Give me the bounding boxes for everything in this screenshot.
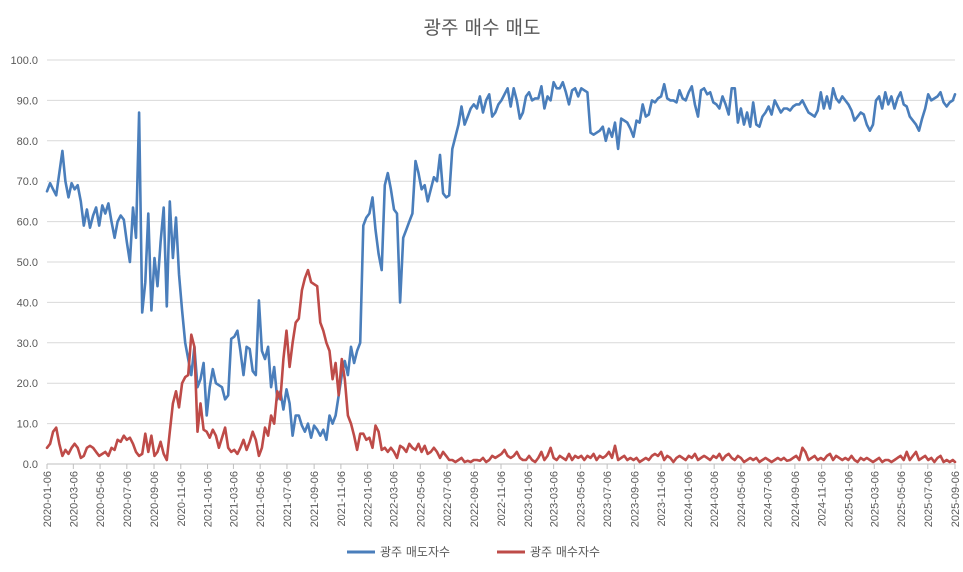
x-tick-label: 2021-11-06	[336, 471, 348, 526]
y-tick-label: 100.0	[10, 55, 38, 67]
series-line-2	[45, 268, 957, 464]
x-tick-label: 2020-01-06	[42, 471, 54, 527]
x-tick-label: 2024-03-06	[709, 471, 721, 527]
x-tick-label: 2020-03-06	[68, 471, 80, 527]
y-tick-label: 50.0	[17, 257, 38, 269]
y-tick-label: 70.0	[17, 176, 38, 188]
x-tick-label: 2023-09-06	[629, 471, 641, 527]
x-tick-label: 2020-11-06	[176, 471, 188, 526]
x-tick-label: 2024-09-06	[790, 471, 802, 527]
x-tick-label: 2023-11-06	[656, 471, 668, 526]
x-tick-label: 2020-07-06	[122, 471, 134, 527]
x-tick-label: 2023-01-06	[523, 471, 535, 527]
x-tick-label: 2025-01-06	[843, 471, 855, 527]
x-tick-label: 2023-03-06	[549, 471, 561, 527]
y-tick-label: 60.0	[17, 217, 38, 229]
x-tick-label: 2020-05-06	[95, 471, 107, 527]
gridlines	[47, 59, 955, 465]
x-tick-label: 2021-03-06	[228, 471, 240, 527]
y-tick-label: 40.0	[17, 297, 38, 309]
y-tick-label: 10.0	[17, 419, 38, 431]
x-tick-label: 2025-07-06	[923, 471, 935, 527]
x-tick-label: 2022-09-06	[469, 471, 481, 527]
x-axis-ticks: 2020-01-06 2020-03-06 2020-05-06 2020-07-06…	[42, 464, 962, 527]
legend-label: 광주 매도자수	[380, 545, 450, 559]
y-tick-label: 20.0	[17, 378, 38, 390]
x-tick-label: 2023-05-06	[575, 471, 587, 527]
x-tick-label: 2022-01-06	[363, 471, 375, 527]
y-tick-label: 90.0	[17, 95, 38, 107]
x-tick-label: 2025-05-06	[896, 471, 908, 527]
series-line-1	[45, 80, 957, 442]
x-tick-label: 2021-07-06	[282, 471, 294, 527]
x-tick-label: 2022-07-06	[442, 471, 454, 527]
x-tick-label: 2021-05-06	[255, 471, 267, 527]
legend: 광주 매도자수 광주 매수자수	[347, 545, 600, 559]
x-tick-label: 2024-05-06	[736, 471, 748, 527]
legend-label: 광주 매수자수	[530, 545, 600, 559]
x-tick-label: 2025-09-06	[950, 471, 962, 527]
x-tick-label: 2024-11-06	[817, 471, 829, 526]
y-axis-ticks: 0.0 10.0 20.0 30.0 40.0 50.0 60.0 70.0 80.0 90.0 1…	[10, 55, 38, 471]
x-tick-label: 2024-01-06	[683, 471, 695, 527]
series-lines	[45, 80, 957, 464]
x-tick-label: 2020-09-06	[149, 471, 161, 527]
x-tick-label: 2022-03-06	[389, 471, 401, 527]
chart-title: 광주 매수 매도	[424, 17, 541, 39]
x-tick-label: 2021-01-06	[203, 471, 215, 527]
y-tick-label: 0.0	[23, 459, 38, 471]
x-tick-label: 2023-07-06	[602, 471, 614, 527]
y-tick-label: 80.0	[17, 136, 38, 148]
x-tick-label: 2024-07-06	[763, 471, 775, 527]
x-tick-label: 2022-11-06	[496, 471, 508, 526]
y-tick-label: 30.0	[17, 338, 38, 350]
x-tick-label: 2021-09-06	[309, 471, 321, 527]
x-tick-label: 2022-05-06	[415, 471, 427, 527]
x-tick-label: 2025-03-06	[869, 471, 881, 527]
